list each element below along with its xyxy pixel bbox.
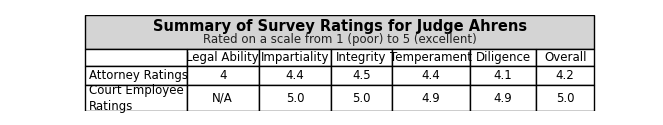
Text: Legal Ability: Legal Ability <box>186 51 259 64</box>
Text: 4.5: 4.5 <box>352 69 371 82</box>
Text: 4.1: 4.1 <box>494 69 512 82</box>
Bar <box>392 49 470 66</box>
Text: N/A: N/A <box>212 92 233 104</box>
Text: 5.0: 5.0 <box>352 92 371 104</box>
Bar <box>470 66 536 85</box>
Bar <box>536 49 594 66</box>
Bar <box>186 49 259 66</box>
Text: Overall: Overall <box>544 51 587 64</box>
Bar <box>331 49 392 66</box>
Bar <box>86 66 186 85</box>
Bar <box>186 85 259 111</box>
Text: 4.4: 4.4 <box>422 69 440 82</box>
Bar <box>470 49 536 66</box>
Bar <box>86 15 594 49</box>
Bar <box>259 49 331 66</box>
Bar <box>259 85 331 111</box>
Bar <box>392 85 470 111</box>
Text: 4.9: 4.9 <box>494 92 512 104</box>
Bar <box>331 66 392 85</box>
Text: Integrity: Integrity <box>336 51 387 64</box>
Text: Attorney Ratings: Attorney Ratings <box>89 69 188 82</box>
Bar <box>86 85 186 111</box>
Bar <box>392 66 470 85</box>
Text: Rated on a scale from 1 (poor) to 5 (excellent): Rated on a scale from 1 (poor) to 5 (exc… <box>203 34 477 46</box>
Text: 5.0: 5.0 <box>286 92 304 104</box>
Text: Temperament: Temperament <box>390 51 472 64</box>
Text: Summary of Survey Ratings for Judge Ahrens: Summary of Survey Ratings for Judge Ahre… <box>152 19 527 34</box>
Text: 4.2: 4.2 <box>556 69 575 82</box>
Bar <box>86 49 186 66</box>
Bar <box>536 66 594 85</box>
Text: Diligence: Diligence <box>475 51 530 64</box>
Text: 4.9: 4.9 <box>422 92 440 104</box>
Bar <box>259 66 331 85</box>
Bar <box>536 85 594 111</box>
Text: Court Employee
Ratings: Court Employee Ratings <box>89 84 184 112</box>
Text: 5.0: 5.0 <box>556 92 574 104</box>
Bar <box>470 85 536 111</box>
Bar <box>331 85 392 111</box>
Text: 4: 4 <box>219 69 227 82</box>
Text: 4.4: 4.4 <box>286 69 304 82</box>
Text: Impartiality: Impartiality <box>261 51 330 64</box>
Bar <box>186 66 259 85</box>
